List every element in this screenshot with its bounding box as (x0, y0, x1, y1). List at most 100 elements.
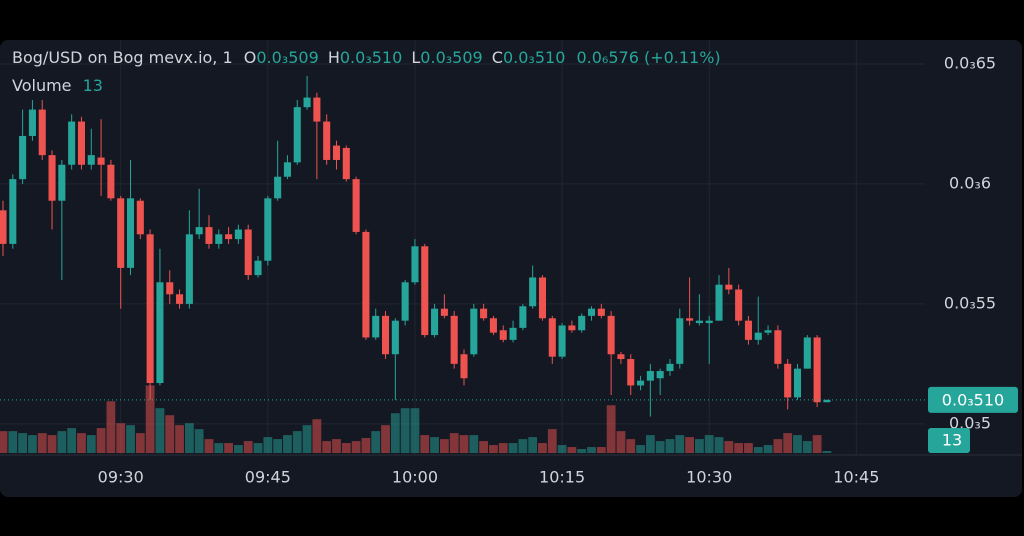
candle-body (823, 399, 831, 403)
legend-change: 0.0₆576 (+0.11%) (576, 48, 720, 67)
legend-title: Bog/USD on Bog mevx.io, 1 (12, 48, 233, 67)
x-tick-label: 10:45 (833, 468, 879, 487)
volume-bar (145, 385, 155, 453)
candle-body (225, 234, 233, 240)
candle-body (244, 229, 252, 276)
candle-body (0, 210, 7, 244)
volume-bar (341, 443, 351, 453)
candle-body (28, 109, 36, 136)
candle-body (58, 164, 66, 201)
candle-body (332, 145, 341, 160)
volume-bar (557, 445, 567, 453)
volume-bar (86, 435, 96, 453)
candle-body (313, 97, 321, 122)
volume-bar (763, 445, 773, 453)
candle-body (725, 284, 733, 290)
candle-body (695, 320, 703, 324)
legend-key: O (244, 48, 257, 67)
candle-body (9, 179, 17, 244)
volume-bar (695, 439, 704, 453)
legend-value: 0.0₃510 (340, 48, 402, 67)
volume-name: Volume (12, 76, 72, 95)
volume-bar (753, 447, 763, 453)
candle-body (548, 318, 556, 357)
legend-value: 0.0₃509 (256, 48, 318, 67)
volume-bar (793, 435, 802, 453)
volume-bar (724, 441, 734, 453)
candle-body (126, 198, 135, 268)
candle-body (48, 155, 56, 201)
candle-body (68, 121, 76, 165)
grid (0, 40, 925, 455)
candle-body (352, 179, 360, 232)
last-volume-box (928, 428, 970, 453)
candle-body (87, 155, 95, 165)
candle-body (637, 380, 645, 386)
volume-bar (675, 435, 685, 453)
candle-body (323, 121, 331, 160)
volume-bar (616, 431, 626, 453)
volume-bar (636, 445, 645, 453)
candle-body (764, 330, 772, 333)
candle-body (254, 260, 262, 276)
volume-bar (469, 435, 479, 453)
candle-body (803, 337, 811, 369)
volume-bar (685, 437, 694, 453)
legend-value: 0.0₃510 (503, 48, 565, 67)
volume-bar (704, 435, 714, 453)
volume-bar (322, 441, 332, 453)
volume-value: 13 (83, 76, 103, 95)
volume-bar (77, 433, 86, 453)
volume-bar (194, 429, 204, 453)
volume-bar (361, 438, 371, 453)
candle-body (382, 315, 390, 355)
volume-bar (0, 431, 8, 453)
candle-body (499, 330, 507, 340)
volume-bar (263, 437, 273, 453)
volume-bar (371, 431, 381, 453)
volume-bar (106, 401, 116, 453)
candle-body (774, 330, 782, 364)
x-tick-label: 10:00 (392, 468, 438, 487)
volume-bar (400, 408, 410, 453)
candle-body (283, 162, 291, 177)
volume-bar (449, 433, 459, 453)
candle-body (185, 234, 193, 304)
volume-bar (439, 439, 449, 453)
volume-bar (96, 428, 106, 453)
volume-bar (135, 433, 145, 453)
volume-bar (528, 437, 538, 453)
legend-key: C (492, 48, 503, 67)
volume-bar (626, 439, 636, 453)
volume-bar (253, 443, 263, 453)
volume-bar (489, 445, 498, 453)
candle-body (538, 277, 546, 319)
candle-body (558, 325, 566, 357)
y-tick-label: 0.0₃65 (944, 53, 996, 72)
volume-bar (332, 439, 341, 453)
volume-bar (655, 441, 665, 453)
legend-key: L (411, 48, 420, 67)
legend-value: 0.0₃509 (420, 48, 482, 67)
candle-body (705, 320, 713, 324)
x-tick-label: 10:30 (686, 468, 732, 487)
candle-body (568, 325, 576, 331)
candle-body (342, 147, 350, 180)
candle-body (627, 359, 635, 386)
x-tick-label: 09:30 (98, 468, 144, 487)
candle-body (38, 109, 46, 156)
volume-bar (744, 443, 753, 453)
candle-body (597, 308, 605, 316)
volume-bar (479, 441, 489, 453)
candle-body (166, 282, 174, 295)
candle-body (401, 282, 409, 321)
candle-body (107, 164, 115, 199)
candle-body (744, 320, 752, 340)
candle-body (372, 315, 380, 338)
candle-body (784, 363, 792, 398)
candle-body (411, 246, 419, 283)
volume-bar (243, 441, 253, 453)
chart-panel (0, 40, 1022, 497)
volume-bar (459, 435, 469, 453)
candle-body (195, 227, 203, 235)
